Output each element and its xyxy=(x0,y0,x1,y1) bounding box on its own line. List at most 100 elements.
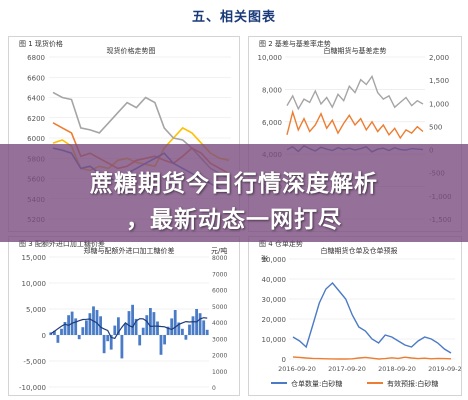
basis-series-line xyxy=(286,74,424,111)
headline-line-2: ，最新动态一网打尽 xyxy=(126,207,342,233)
y-tick-label: -5,000 xyxy=(23,358,46,366)
chart-panel-import-spread: 图 3 配额外进口加工糖价差 郑糖与配额外进口加工糖价差 元/吨 -10,000 -5… xyxy=(8,236,240,396)
spread-bar xyxy=(117,317,120,335)
receipt-series-line xyxy=(292,356,452,360)
figure-label: 图 1 现货价格 xyxy=(19,40,63,48)
spread-bar xyxy=(177,322,181,335)
spread-bar xyxy=(149,308,152,335)
y-tick-label: 0 xyxy=(42,332,46,340)
legend-label: 仓单数量:白砂糖 xyxy=(291,379,342,388)
spread-bar xyxy=(173,310,177,335)
main-contract-line xyxy=(50,317,208,340)
y2-tick-label: 500 xyxy=(429,123,442,131)
y2-tick-label: 2000 xyxy=(212,353,227,360)
spread-bar xyxy=(170,318,174,335)
y2-tick-label: 3000 xyxy=(212,336,227,343)
spread-bar xyxy=(184,335,188,340)
y-tick-label: 30,000 xyxy=(262,296,287,304)
spread-bar xyxy=(53,330,56,335)
spread-bar xyxy=(141,327,145,335)
spread-bar xyxy=(131,304,134,335)
spread-bar xyxy=(74,318,78,335)
spread-bar xyxy=(109,335,113,350)
spread-bar xyxy=(156,321,159,335)
y2-tick-label: 1,500 xyxy=(429,77,449,85)
spread-bar xyxy=(152,312,156,335)
spread-bar xyxy=(163,335,166,345)
y-tick-label: 20,000 xyxy=(262,316,287,324)
y-tick-label: 10,000 xyxy=(262,336,287,344)
spread-bar xyxy=(106,335,110,342)
spread-bar xyxy=(188,324,191,335)
y2-tick-label: 1000 xyxy=(212,369,227,376)
spread-bar xyxy=(205,329,209,335)
y-tick-label: 40,000 xyxy=(262,276,287,284)
y-tick-label: 6000 xyxy=(27,135,45,143)
spread-bar xyxy=(127,311,131,335)
chart-title: 郑糖与配额外进口加工糖价差 xyxy=(84,246,175,255)
spread-bar xyxy=(166,326,170,335)
spread-bar xyxy=(138,335,142,346)
spread-bar xyxy=(134,318,138,335)
y-tick-label: 10,000 xyxy=(258,54,283,62)
section-title: 五、相关图表 xyxy=(191,10,276,25)
spread-bar xyxy=(120,335,124,359)
spread-bar xyxy=(85,320,88,335)
y-tick-label: 10,000 xyxy=(22,280,47,288)
y-tick-label: -10,000 xyxy=(19,384,46,392)
y2-tick-label: 1,000 xyxy=(429,100,449,108)
chart-title: 现货价格走势图 xyxy=(107,46,156,55)
chart-title: 白糖期货仓单及仓单预报 xyxy=(321,246,398,255)
y-tick-label: 6200 xyxy=(27,115,45,123)
y-tick-label: 0 xyxy=(282,356,286,364)
spread-bar xyxy=(60,328,63,335)
spread-bar xyxy=(198,313,202,335)
y2-tick-label: 5000 xyxy=(212,304,227,311)
y-tick-label: 6600 xyxy=(27,74,45,82)
y-tick-label: 6400 xyxy=(27,95,45,103)
spread-bar xyxy=(81,327,85,335)
spread-bar xyxy=(99,316,102,335)
y-tick-label: 8,000 xyxy=(262,86,282,94)
import-spread-bar-chart: 郑糖与配额外进口加工糖价差 元/吨 -10,000 -5,000 0 5,000 10,00… xyxy=(19,246,227,392)
y-tick-label: 6,000 xyxy=(262,119,282,127)
y2-unit-label: 元/吨 xyxy=(211,246,227,255)
y2-tick-label: 8000 xyxy=(212,255,227,262)
chart-panel-warehouse-receipts: 图 4 仓单走势 白糖期货仓单及仓单预报张 0 10,000 20,000 30,000… xyxy=(248,236,462,396)
y2-tick-label: 2,000 xyxy=(429,54,449,62)
y-unit-label: 张 xyxy=(261,254,268,263)
figure-label: 图 2 基差与基差率走势 xyxy=(259,40,331,48)
x-tick-label: 2016-09-20 xyxy=(278,365,316,373)
figure-label: 图 4 仓单走势 xyxy=(259,240,303,248)
basis-series-line xyxy=(286,109,424,140)
spread-bar xyxy=(77,335,81,340)
headline-line-1: 蔗糖期货今日行情深度解析 xyxy=(90,171,378,197)
y-tick-label: 5,000 xyxy=(26,306,46,314)
spread-bar xyxy=(181,328,184,335)
spread-bar xyxy=(102,335,106,354)
spread-bar xyxy=(63,322,67,335)
spread-bar xyxy=(191,316,195,335)
spread-bar xyxy=(159,335,163,355)
chart-title: 白糖期货与基差走势 xyxy=(324,46,387,55)
spread-bar xyxy=(88,313,92,335)
x-tick-label: 2018-09-20 xyxy=(378,365,416,373)
headline-banner xyxy=(0,144,468,242)
spread-bar xyxy=(145,315,149,335)
spread-bar xyxy=(202,320,206,335)
y2-tick-label: 6000 xyxy=(212,288,227,295)
x-tick-label: 2017-09-20 xyxy=(328,365,366,373)
y-tick-label: 15,000 xyxy=(22,254,47,262)
y2-tick-label: 0 xyxy=(212,385,216,392)
spread-bar xyxy=(56,335,60,343)
y2-tick-label: 4000 xyxy=(212,320,227,327)
spread-bar xyxy=(49,332,53,335)
spread-bar xyxy=(124,323,127,335)
y-tick-label: 50,000 xyxy=(262,256,287,264)
y-tick-label: 6800 xyxy=(27,54,45,62)
figure-label: 图 3 配额外进口加工糖价差 xyxy=(19,240,105,248)
x-tick-label: 2019-09-20 xyxy=(428,365,461,373)
spread-bar xyxy=(113,325,117,335)
y2-tick-label: 7000 xyxy=(212,271,227,278)
